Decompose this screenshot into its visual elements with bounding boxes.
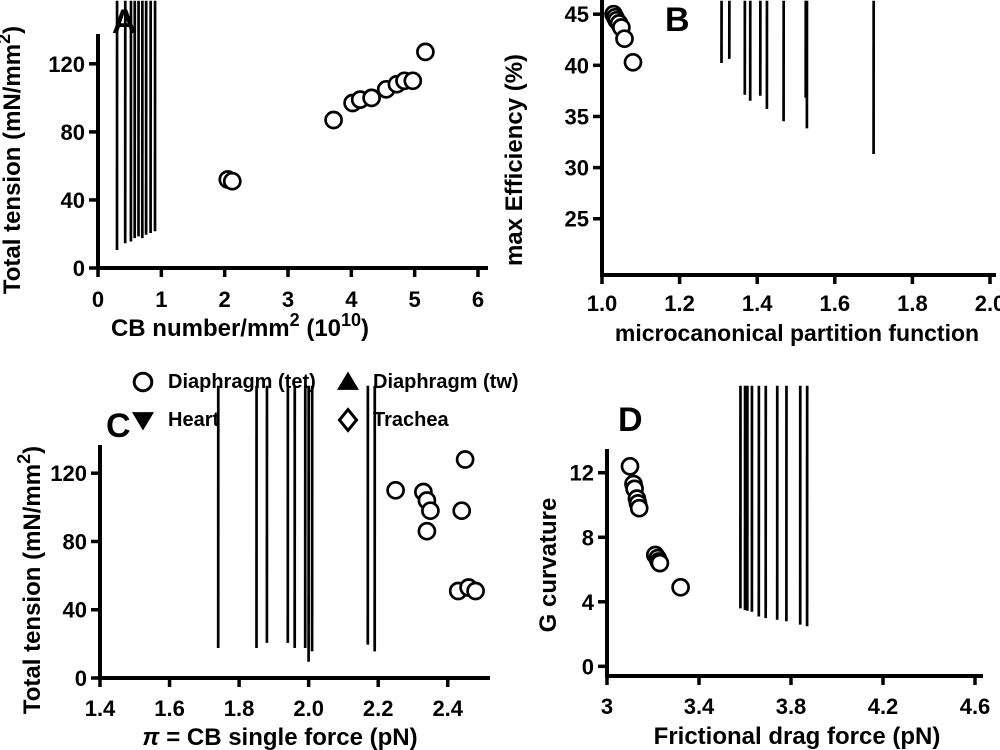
- svg-text:CB number/mm2 (1010): CB number/mm2 (1010): [111, 310, 369, 342]
- svg-text:Frictional drag force (pN): Frictional drag force (pN): [654, 723, 941, 750]
- svg-text:4: 4: [345, 287, 358, 312]
- svg-text:1.2: 1.2: [664, 291, 695, 316]
- svg-text:6: 6: [472, 287, 484, 312]
- svg-text:B: B: [665, 1, 690, 39]
- svg-text:0: 0: [92, 287, 104, 312]
- panel-b-scatter: 1.0 1.2 1.4 1.6 1.8 2.0 25 30 35 40 45 microcanonic…: [501, 0, 1000, 346]
- svg-text:40: 40: [61, 188, 85, 213]
- svg-text:5: 5: [409, 287, 421, 312]
- panel-d-scatter: 3 3.4 3.8 4.2 4.6 0 4 8 12 Frictional drag force …: [535, 385, 991, 750]
- legend-label: Diaphragm (tet): [168, 370, 316, 393]
- svg-text:2.4: 2.4: [432, 696, 463, 721]
- svg-text:2.0: 2.0: [975, 291, 1000, 316]
- diamond-open-icon: [337, 407, 359, 433]
- svg-text:3: 3: [282, 287, 294, 312]
- svg-text:120: 120: [48, 52, 85, 77]
- svg-text:45: 45: [565, 2, 589, 27]
- panel-a-scatter: 0 1 2 3 4 5 6 0 40 80 120 CB number/mm2 (1010) Total…: [0, 0, 488, 342]
- svg-text:4: 4: [582, 590, 595, 615]
- svg-text:30: 30: [565, 156, 589, 181]
- svg-text:40: 40: [63, 598, 87, 623]
- svg-text:2.0: 2.0: [293, 696, 324, 721]
- svg-text:3.8: 3.8: [776, 694, 807, 719]
- svg-text:2.2: 2.2: [363, 696, 394, 721]
- legend-item-diaphragm-tet: Diaphragm (tet): [130, 364, 335, 400]
- svg-text:4.6: 4.6: [960, 694, 991, 719]
- svg-text:1.8: 1.8: [224, 696, 255, 721]
- svg-text:0: 0: [582, 654, 594, 679]
- legend-item-diaphragm-tw: Diaphragm (tw): [335, 364, 630, 400]
- svg-text:1.8: 1.8: [897, 291, 928, 316]
- svg-text:8: 8: [582, 525, 594, 550]
- svg-text:π = CB single force (pN): π = CB single force (pN): [142, 724, 417, 750]
- svg-text:C: C: [106, 407, 131, 445]
- svg-text:1.4: 1.4: [85, 696, 116, 721]
- legend-label: Heart: [168, 408, 220, 431]
- svg-text:2: 2: [219, 287, 231, 312]
- svg-text:12: 12: [570, 461, 594, 486]
- svg-text:1.0: 1.0: [587, 291, 618, 316]
- svg-text:80: 80: [61, 120, 85, 145]
- svg-text:microcanonical partition funct: microcanonical partition function: [615, 320, 979, 346]
- svg-text:0: 0: [73, 256, 85, 281]
- svg-text:80: 80: [63, 529, 87, 554]
- svg-text:Total tension (mN/mm2): Total tension (mN/mm2): [0, 26, 26, 294]
- circle-open-icon: [132, 371, 154, 393]
- panel-c-scatter: 1.4 1.6 1.8 2.0 2.2 2.4 0 40 80 120 π = CB single …: [14, 385, 490, 750]
- svg-text:120: 120: [50, 461, 87, 486]
- svg-text:1: 1: [155, 287, 167, 312]
- svg-text:G curvature: G curvature: [535, 498, 562, 633]
- svg-text:Total tension (mN/mm2): Total tension (mN/mm2): [14, 446, 46, 714]
- svg-text:40: 40: [565, 53, 589, 78]
- svg-text:25: 25: [565, 207, 589, 232]
- svg-text:3.4: 3.4: [684, 694, 715, 719]
- legend: Diaphragm (tet) Diaphragm (tw) Heart Tra…: [130, 364, 630, 438]
- svg-text:1.4: 1.4: [742, 291, 773, 316]
- svg-text:max Efficiency (%): max Efficiency (%): [501, 54, 528, 266]
- legend-label: Trachea: [373, 408, 449, 431]
- legend-label: Diaphragm (tw): [373, 370, 519, 393]
- svg-text:4.2: 4.2: [868, 694, 899, 719]
- triangle-down-icon: [132, 412, 154, 431]
- svg-text:35: 35: [565, 104, 589, 129]
- legend-item-trachea: Trachea: [335, 402, 630, 438]
- svg-text:3: 3: [601, 694, 613, 719]
- svg-text:0: 0: [75, 666, 87, 691]
- triangle-up-icon: [337, 371, 359, 390]
- svg-text:1.6: 1.6: [820, 291, 851, 316]
- legend-item-heart: Heart: [130, 402, 335, 438]
- svg-text:1.6: 1.6: [154, 696, 185, 721]
- svg-text:D: D: [618, 401, 643, 439]
